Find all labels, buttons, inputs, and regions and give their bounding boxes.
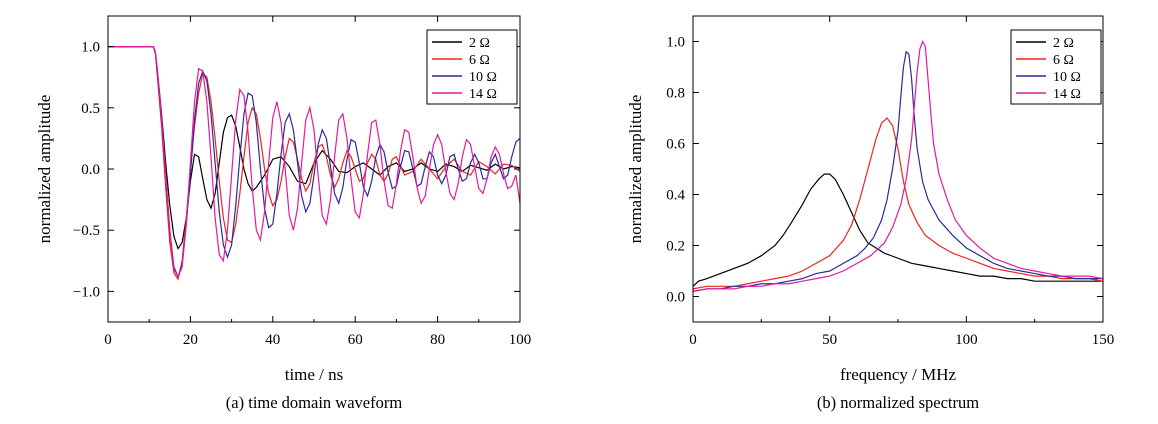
time-domain-x-axis-label: time / ns	[285, 365, 344, 384]
time-domain-x-tick-label: 20	[183, 332, 198, 348]
time-domain-y-tick-label: 0.5	[81, 101, 100, 117]
time-domain-y-tick-label: 1.0	[81, 40, 100, 56]
time-domain-x-tick-label: 0	[104, 332, 112, 348]
spectrum-y-tick-label: 1.0	[666, 35, 685, 51]
time-domain-caption: (a) time domain waveform	[226, 393, 403, 412]
spectrum-legend-label-3: 10 Ω	[1053, 70, 1081, 85]
time-domain-legend-label-3: 10 Ω	[469, 70, 497, 85]
time-domain-plot-area	[108, 46, 521, 281]
spectrum-series-1-line	[692, 173, 1103, 287]
spectrum-x-axis-label: frequency / MHz	[840, 365, 957, 384]
spectrum-series-4-line	[692, 40, 1104, 292]
spectrum-ticks: 0 50 100 150 0.0 0.2 0.4 0.6 0.8 1.0	[666, 16, 1114, 348]
spectrum-y-tick-label: 0.8	[666, 86, 685, 102]
spectrum-plot-area	[692, 40, 1104, 292]
time-domain-ticks: 0 20 40 60 80 100 −1.0 −0.5 0.0 0.5 1.0	[73, 16, 531, 348]
spectrum-series-3-line	[692, 50, 1103, 292]
time-domain-y-axis-label: normalized amplitude	[35, 95, 54, 244]
spectrum-y-tick-label: 0.4	[666, 188, 685, 204]
time-domain-legend-label-2: 6 Ω	[469, 53, 490, 68]
spectrum-x-tick-label: 50	[822, 332, 837, 348]
spectrum-caption: (b) normalized spectrum	[817, 393, 979, 412]
time-domain-x-tick-label: 80	[430, 332, 445, 348]
time-domain-legend-label-4: 14 Ω	[469, 87, 497, 102]
time-domain-y-tick-label: −0.5	[73, 223, 100, 239]
time-domain-chart: 0 20 40 60 80 100−1.0−0.50.00.51.0 time / ns …	[35, 15, 531, 412]
spectrum-x-tick-label: 0	[689, 332, 697, 348]
spectrum-y-tick-label: 0.6	[666, 137, 685, 153]
time-domain-y-tick-label: −1.0	[73, 284, 100, 300]
time-domain-x-tick-label: 100	[509, 332, 532, 348]
time-domain-x-tick-label: 60	[348, 332, 363, 348]
spectrum-y-tick-label: 0.0	[666, 290, 685, 306]
spectrum-legend: 2 Ω 6 Ω 10 Ω 14 Ω	[1010, 29, 1102, 105]
spectrum-legend-label-1: 2 Ω	[1053, 36, 1074, 51]
spectrum-legend-label-2: 6 Ω	[1053, 53, 1074, 68]
spectrum-chart: 0 50 100 150 0.0 0.2 0.4 0.6 0.8 1.0 frequency / …	[626, 15, 1114, 412]
spectrum-series-2-line	[692, 117, 1104, 290]
spectrum-legend-label-4: 14 Ω	[1053, 87, 1081, 102]
time-domain-y-tick-label: 0.0	[81, 162, 100, 178]
spectrum-y-axis-label: normalized amplitude	[626, 95, 645, 244]
time-domain-x-tick-label: 40	[265, 332, 280, 348]
spectrum-y-tick-label: 0.2	[666, 239, 685, 255]
time-domain-series-2-line	[108, 46, 521, 281]
time-domain-legend-label-1: 2 Ω	[469, 36, 490, 51]
time-domain-legend: 2 Ω 6 Ω 10 Ω 14 Ω	[426, 29, 518, 105]
spectrum-x-tick-label: 100	[955, 332, 978, 348]
spectrum-x-tick-label: 150	[1092, 332, 1115, 348]
time-domain-series-4-line	[108, 46, 521, 279]
